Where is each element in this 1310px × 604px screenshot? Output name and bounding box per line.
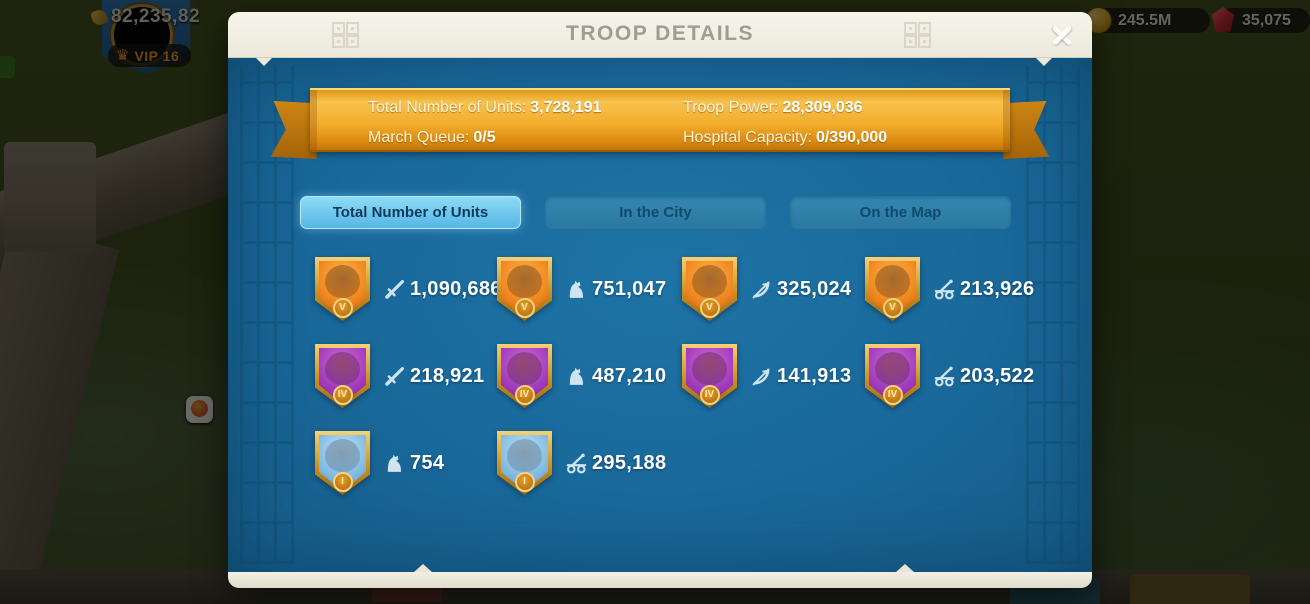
troop-item-siege-t1[interactable]: I 295,188: [497, 430, 697, 496]
tier-label: V: [699, 298, 720, 318]
hospital-capacity-value: 0/390,000: [815, 129, 888, 146]
troop-item-infantry-t5[interactable]: V 1,090,686: [315, 256, 515, 322]
march-queue-value: 0/5: [473, 129, 496, 146]
bow-arrow-icon: [749, 277, 774, 302]
horse-head-icon: [564, 364, 589, 389]
tier-label: IV: [882, 385, 903, 405]
troop-badge: IV: [315, 344, 370, 408]
decorative-nub: [256, 58, 272, 66]
troop-power-value: 28,309,036: [782, 99, 863, 116]
troop-badge: IV: [497, 344, 552, 408]
troop-item-cavalry-t5[interactable]: V 751,047: [497, 256, 697, 322]
tier-label: V: [514, 298, 535, 318]
siege-engine-icon: [932, 364, 957, 389]
troop-item-siege-t4[interactable]: IV 203,522: [865, 343, 1065, 409]
hospital-capacity-label: Hospital Capacity:: [683, 129, 812, 146]
troop-count: 141,913: [777, 364, 852, 387]
troop-power-label: Troop Power:: [683, 99, 779, 116]
tier-label: I: [514, 472, 535, 492]
troop-count: 203,522: [960, 364, 1035, 387]
bow-arrow-icon: [749, 364, 774, 389]
troop-count: 325,024: [777, 277, 852, 300]
troop-item-archer-t4[interactable]: IV 141,913: [682, 343, 882, 409]
hospital-capacity-stat: Hospital Capacity: 0/390,000: [683, 129, 1010, 152]
dialog-footer: [228, 572, 1092, 588]
troop-badge: V: [315, 257, 370, 321]
troop-count: 1,090,686: [410, 277, 502, 300]
troop-item-infantry-t4[interactable]: IV 218,921: [315, 343, 515, 409]
dialog-title: TROOP DETAILS: [566, 22, 754, 45]
tier-label: V: [332, 298, 353, 318]
troop-count: 213,926: [960, 277, 1035, 300]
close-icon[interactable]: [1046, 20, 1078, 50]
dialog-header: TROOP DETAILS: [228, 12, 1092, 58]
tier-label: IV: [514, 385, 535, 405]
troop-badge: IV: [865, 344, 920, 408]
troop-badge: V: [865, 257, 920, 321]
troop-details-dialog: TROOP DETAILS Total Number of Units: 3,72…: [228, 12, 1092, 588]
decorative-nub: [1036, 58, 1052, 66]
tab-on-the-map[interactable]: On the Map: [790, 196, 1011, 229]
total-units-stat: Total Number of Units: 3,728,191: [368, 99, 683, 122]
troop-count: 751,047: [592, 277, 667, 300]
troop-count: 487,210: [592, 364, 667, 387]
tab-in-the-city[interactable]: In the City: [545, 196, 766, 229]
horse-head-icon: [564, 277, 589, 302]
troop-badge: IV: [682, 344, 737, 408]
tier-label: V: [882, 298, 903, 318]
decorative-nub: [414, 564, 432, 572]
troop-badge: V: [497, 257, 552, 321]
total-units-label: Total Number of Units:: [368, 99, 527, 116]
troop-count: 218,921: [410, 364, 485, 387]
troop-badge: I: [315, 431, 370, 495]
troop-item-cavalry-t4[interactable]: IV 487,210: [497, 343, 697, 409]
siege-engine-icon: [932, 277, 957, 302]
troop-badge: I: [497, 431, 552, 495]
greek-key-ornament: [904, 22, 931, 48]
tier-label: IV: [332, 385, 353, 405]
march-queue-label: March Queue:: [368, 129, 470, 146]
tier-label: I: [332, 472, 353, 492]
troop-badge: V: [682, 257, 737, 321]
troop-count: 754: [410, 451, 445, 474]
greek-key-ornament: [332, 22, 359, 48]
total-units-value: 3,728,191: [530, 99, 602, 116]
horse-head-icon: [382, 451, 407, 476]
troop-item-cavalry-t1[interactable]: I 754: [315, 430, 515, 496]
tier-label: IV: [699, 385, 720, 405]
summary-ribbon: Total Number of Units: 3,728,191 Troop Po…: [310, 88, 1010, 152]
sword-icon: [382, 277, 407, 302]
troop-count: 295,188: [592, 451, 667, 474]
troop-item-siege-t5[interactable]: V 213,926: [865, 256, 1065, 322]
tab-total-number-of-units[interactable]: Total Number of Units: [300, 196, 521, 229]
sword-icon: [382, 364, 407, 389]
decorative-nub: [896, 564, 914, 572]
siege-engine-icon: [564, 451, 589, 476]
troop-power-stat: Troop Power: 28,309,036: [683, 99, 1010, 122]
march-queue-stat: March Queue: 0/5: [368, 129, 683, 152]
troop-item-archer-t5[interactable]: V 325,024: [682, 256, 882, 322]
